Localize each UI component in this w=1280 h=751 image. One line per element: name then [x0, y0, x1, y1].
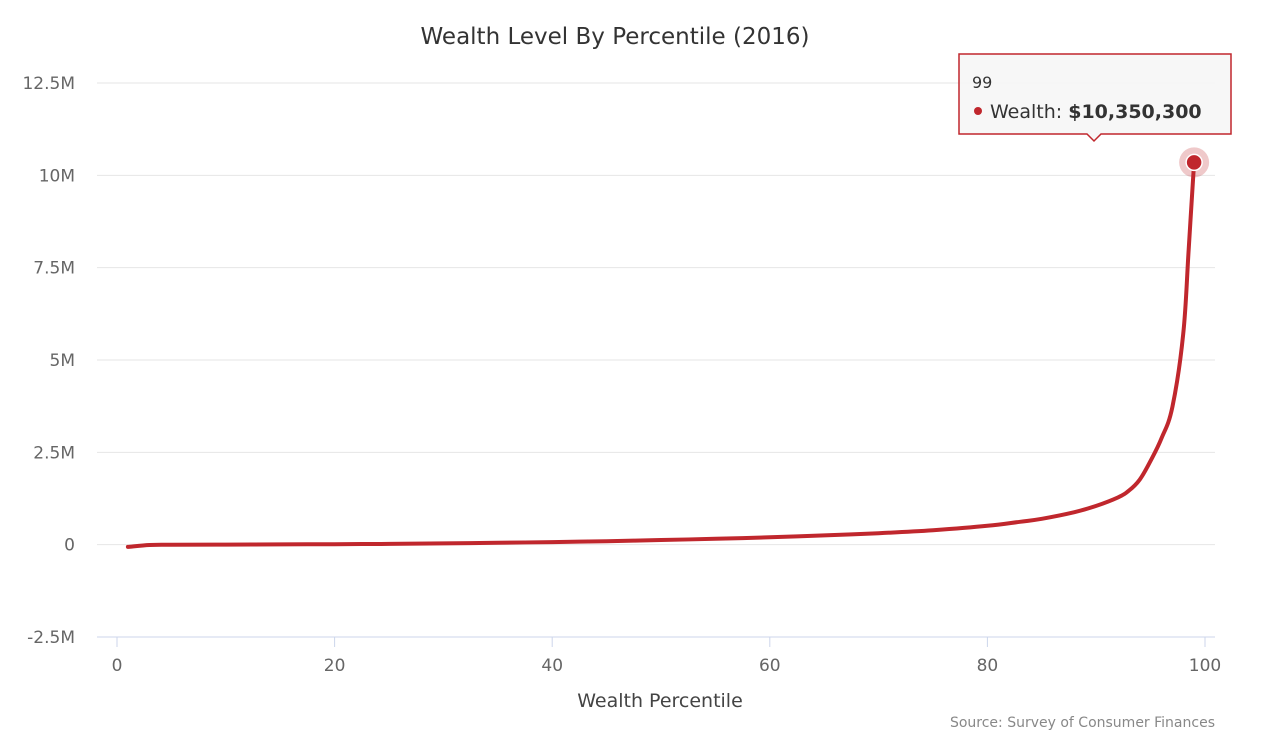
tooltip-series-marker	[974, 107, 982, 115]
y-axis-ticks: -2.5M 0 2.5M 5M 7.5M 10M 12.5M	[22, 74, 75, 648]
y-tick-label: 12.5M	[22, 74, 75, 94]
x-axis-ticks: 0 20 40 60 80 100	[112, 637, 1221, 676]
tooltip-value-text: Wealth: $10,350,300	[990, 101, 1202, 123]
tooltip: 99 Wealth: $10,350,300	[958, 53, 1232, 143]
tooltip-value: $10,350,300	[1068, 101, 1201, 123]
y-tick-label: 5M	[50, 351, 75, 371]
x-tick-label: 80	[977, 656, 999, 676]
series-points	[1179, 147, 1210, 178]
y-tick-label: 7.5M	[33, 259, 75, 279]
credit-text: Source: Survey of Consumer Finances	[950, 715, 1215, 731]
x-tick-label: 40	[541, 656, 563, 676]
tooltip-series-name: Wealth:	[990, 101, 1068, 123]
tooltip-box	[958, 53, 1232, 143]
chart-title: Wealth Level By Percentile (2016)	[421, 24, 810, 50]
x-axis-title: Wealth Percentile	[577, 690, 743, 712]
x-tick-label: 100	[1189, 656, 1221, 676]
series-line-wealth	[125, 160, 1197, 549]
y-tick-label: 2.5M	[33, 443, 75, 463]
tooltip-x-label: 99	[972, 73, 992, 92]
x-tick-label: 0	[112, 656, 123, 676]
y-tick-label: 0	[64, 536, 75, 556]
grid-lines	[97, 82, 1215, 546]
x-tick-label: 20	[324, 656, 346, 676]
y-tick-label: 10M	[39, 166, 75, 186]
y-tick-label: -2.5M	[27, 628, 75, 648]
data-point-99[interactable]	[1185, 153, 1203, 172]
x-tick-label: 60	[759, 656, 781, 676]
